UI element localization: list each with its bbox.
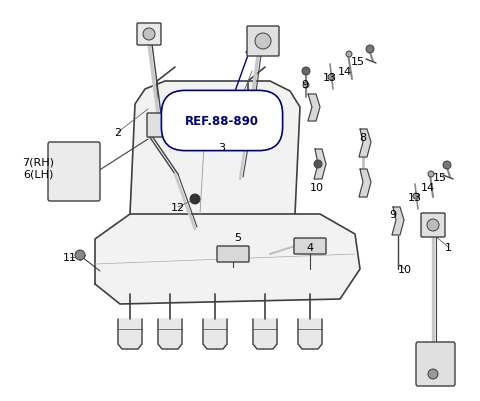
FancyBboxPatch shape (247, 27, 279, 57)
Circle shape (75, 250, 85, 260)
Polygon shape (158, 319, 182, 349)
Polygon shape (298, 319, 322, 349)
FancyBboxPatch shape (217, 246, 249, 262)
Text: 8: 8 (360, 133, 367, 143)
Polygon shape (359, 130, 371, 158)
Circle shape (443, 162, 451, 170)
Polygon shape (308, 95, 320, 122)
Text: 14: 14 (421, 182, 435, 192)
Circle shape (428, 369, 438, 379)
Text: 15: 15 (351, 57, 365, 67)
Polygon shape (118, 319, 142, 349)
Circle shape (328, 75, 334, 81)
Polygon shape (253, 319, 277, 349)
FancyBboxPatch shape (294, 239, 326, 254)
Text: 2: 2 (114, 128, 121, 138)
Text: REF.88-890: REF.88-890 (185, 115, 259, 128)
Text: 4: 4 (306, 242, 313, 252)
FancyBboxPatch shape (147, 114, 167, 138)
Text: 13: 13 (408, 192, 422, 203)
Text: 10: 10 (398, 264, 412, 274)
Text: 9: 9 (389, 209, 396, 219)
Circle shape (314, 160, 322, 168)
Text: 11: 11 (63, 252, 77, 262)
Text: 5: 5 (235, 233, 241, 242)
Text: 9: 9 (301, 80, 309, 90)
Circle shape (366, 46, 374, 54)
Polygon shape (95, 215, 360, 304)
Text: 6(LH): 6(LH) (23, 170, 53, 180)
Circle shape (427, 219, 439, 231)
Polygon shape (392, 207, 404, 235)
Circle shape (413, 194, 419, 200)
FancyBboxPatch shape (48, 143, 100, 201)
Polygon shape (359, 170, 371, 198)
Circle shape (428, 172, 434, 178)
Circle shape (302, 68, 310, 76)
Text: 13: 13 (323, 73, 337, 83)
Circle shape (303, 83, 309, 89)
FancyBboxPatch shape (421, 213, 445, 237)
Circle shape (255, 34, 271, 50)
Circle shape (143, 29, 155, 41)
Text: 7(RH): 7(RH) (22, 158, 54, 168)
FancyBboxPatch shape (137, 24, 161, 46)
Polygon shape (130, 82, 300, 215)
Text: 10: 10 (310, 182, 324, 192)
Text: 15: 15 (433, 172, 447, 182)
Polygon shape (203, 319, 227, 349)
Text: 14: 14 (338, 67, 352, 77)
Text: 3: 3 (218, 143, 226, 153)
Text: 12: 12 (171, 203, 185, 213)
Circle shape (190, 194, 200, 205)
FancyBboxPatch shape (416, 342, 455, 386)
Polygon shape (314, 150, 326, 180)
Text: 1: 1 (444, 242, 452, 252)
Circle shape (346, 52, 352, 58)
